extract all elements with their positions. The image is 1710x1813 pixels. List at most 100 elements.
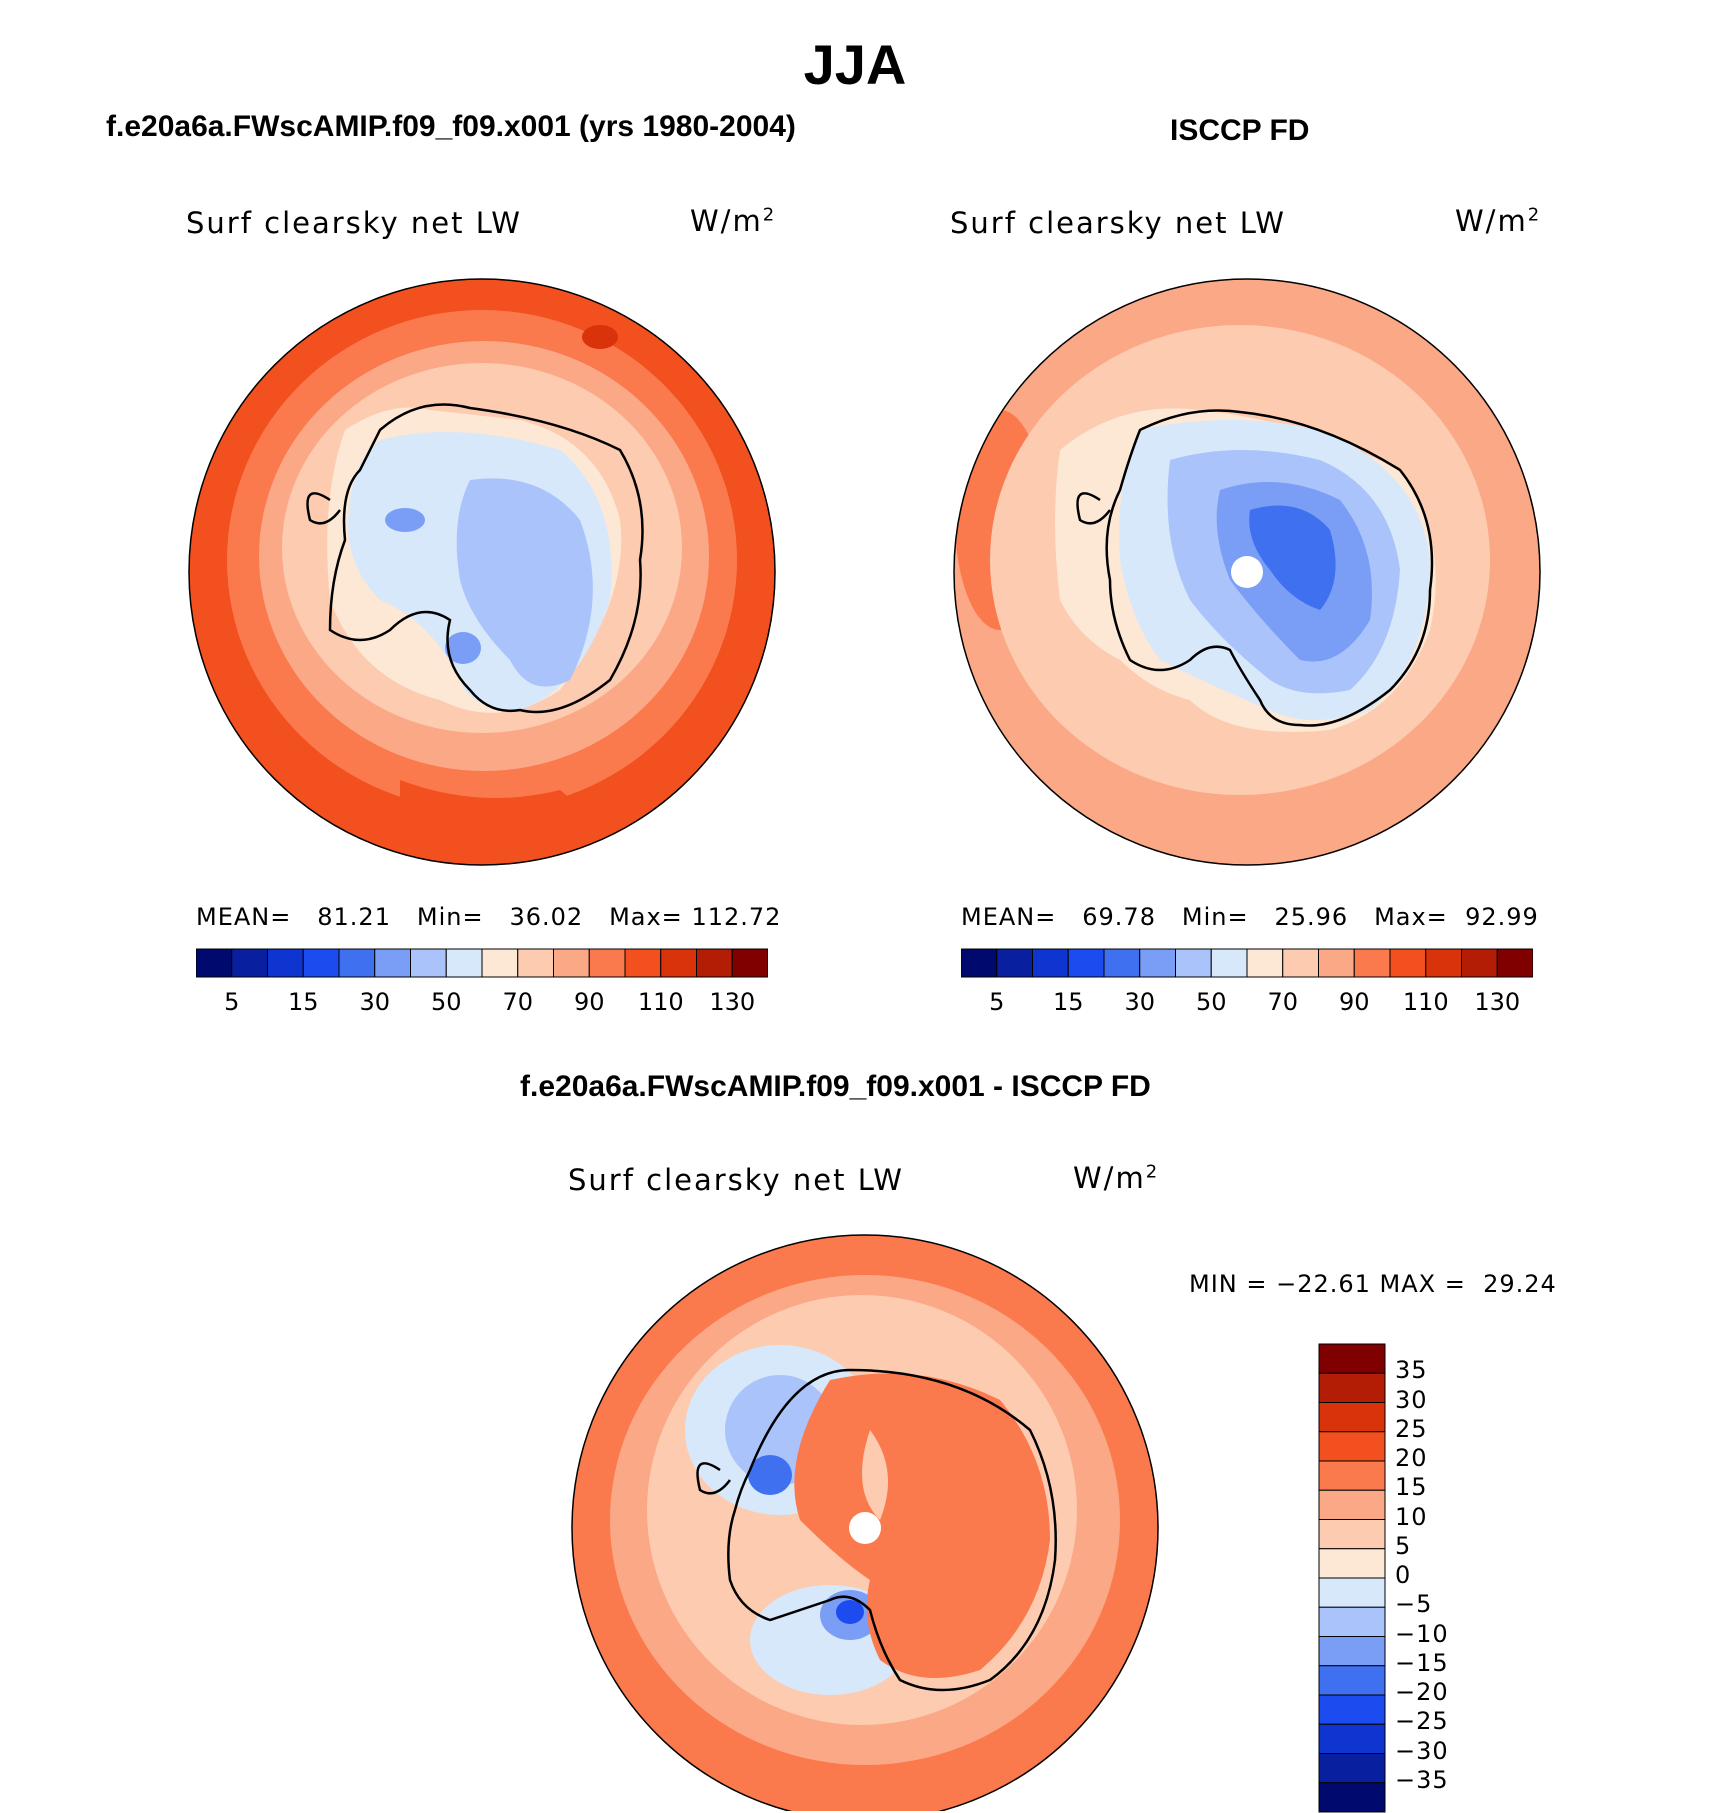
panel-2-variable: Surf clearsky net LW — [950, 206, 1286, 240]
panel-2-max-label: Max= — [1374, 903, 1448, 931]
panel-1-peninsula — [306, 492, 341, 525]
panel-2-min-value: 25.96 — [1274, 903, 1349, 931]
panel-1-band-50 — [456, 478, 593, 687]
panel-1-colorbar-box — [445, 948, 483, 978]
panel-3-colorbar-box — [1318, 1460, 1386, 1491]
panel-3-neg-spot-3 — [836, 1600, 864, 1624]
panel-3-colorbar-tick-label: −5 — [1395, 1590, 1433, 1619]
panel-2-stats: MEAN= 69.78 Min= 25.96 Max= 92.99 — [961, 903, 1539, 931]
panel-1-max-value: 112.72 — [691, 903, 782, 931]
panel-1-colorbar-box — [588, 948, 626, 978]
panel-3-border — [571, 1234, 1159, 1811]
panel-3-stats: MIN = −22.61 MAX = 29.24 — [1189, 1270, 1557, 1298]
panel-2-heading: ISCCP FD — [1170, 114, 1310, 147]
panel-1-units-text: W/m — [690, 204, 763, 238]
panel-2-colorbar-box — [1175, 948, 1212, 978]
panel-2-colorbar-box — [1067, 948, 1105, 978]
panel-2-colorbar-box — [1496, 948, 1533, 978]
panel-1-map — [189, 279, 775, 865]
panel-3-colorbar-box — [1318, 1343, 1386, 1374]
panel-1-colorbar-box — [517, 948, 554, 978]
panel-2-colorbar-box — [1282, 948, 1319, 978]
panel-1-colorbar-box — [481, 948, 519, 978]
panel-3-colorbar-ticks: 35 30 25 20 15 10 5 0 −5 −10 −15 −20 −25 −30 −35 — [1395, 1343, 1485, 1813]
panel-3-colorbar-box — [1318, 1694, 1386, 1725]
panel-1-colorbar-box — [696, 948, 733, 978]
panel-3-colorbar-box — [1318, 1489, 1386, 1520]
panel-3-colorbar-tick-label: −35 — [1395, 1765, 1449, 1794]
panel-2-colorbar-box — [1425, 948, 1462, 978]
panel-1-colorbar — [196, 948, 768, 978]
panel-3-colorbar-box — [1318, 1402, 1386, 1433]
panel-2-colorbar-tick-label: 30 — [1124, 988, 1156, 1016]
panel-1-coastline — [328, 403, 644, 714]
panel-3-colorbar-tick-label: 15 — [1395, 1473, 1428, 1502]
panel-2-colorbar-box — [1103, 948, 1141, 978]
panel-2-colorbar-box — [1139, 948, 1176, 978]
panel-3-units-text: W/m — [1073, 1161, 1146, 1195]
panel-2-colorbar-box — [1246, 948, 1284, 978]
panel-2-mean-label: MEAN= — [961, 903, 1057, 931]
panel-1-stats: MEAN= 81.21 Min= 36.02 Max= 112.72 — [196, 903, 781, 931]
panel-1-colorbar-box — [731, 948, 768, 978]
panel-3-colorbar-tick-label: −20 — [1395, 1678, 1449, 1706]
panel-3-coastline — [727, 1368, 1057, 1692]
panel-2-colorbar-box — [996, 948, 1033, 978]
panel-1-high-spot — [582, 325, 618, 349]
panel-3-colorbar-tick-label: 10 — [1395, 1502, 1428, 1531]
panel-1-colorbar-tick-label: 90 — [573, 988, 605, 1016]
panel-1-colorbar-tick-label: 130 — [709, 988, 756, 1016]
panel-1-colorbar-tick-label: 110 — [637, 988, 684, 1016]
panel-3-colorbar-tick-label: 30 — [1395, 1385, 1428, 1414]
panel-1-low-spot-2 — [445, 632, 481, 664]
panel-3-colorbar-tick-label: −15 — [1395, 1648, 1449, 1677]
panel-2-units: W/m2 — [1455, 204, 1541, 238]
panel-2-colorbar-tick-label: 130 — [1474, 988, 1521, 1016]
panel-3-colorbar-box — [1318, 1519, 1386, 1550]
panel-1-colorbar-box — [338, 948, 376, 978]
panel-3-colorbar-tick-label: 25 — [1395, 1414, 1428, 1443]
panel-3-colorbar-box — [1318, 1753, 1386, 1784]
panel-2-colorbar-box — [1353, 948, 1391, 978]
panel-3-units: W/m2 — [1073, 1161, 1159, 1195]
panel-1-mean-label: MEAN= — [196, 903, 292, 931]
panel-2-colorbar-tick-label: 90 — [1338, 988, 1370, 1016]
panel-1-border — [188, 278, 776, 866]
panel-2-units-exp: 2 — [1527, 204, 1542, 226]
panel-3-map — [572, 1235, 1158, 1811]
panel-2-colorbar — [961, 948, 1533, 978]
panel-3-colorbar-box — [1318, 1577, 1386, 1608]
panel-3-colorbar — [1318, 1343, 1386, 1813]
panel-2-colorbar-box — [961, 948, 998, 978]
panel-2-colorbar-tick-label: 5 — [989, 988, 1005, 1016]
panel-3-heading: f.e20a6a.FWscAMIP.f09_f09.x001 - ISCCP F… — [520, 1070, 1151, 1103]
panel-2-colorbar-box — [1461, 948, 1498, 978]
panel-2-peninsula — [1076, 492, 1111, 525]
panel-3-colorbar-tick-label: 5 — [1395, 1531, 1412, 1560]
panel-2-colorbar-tick-label: 15 — [1052, 988, 1084, 1016]
panel-1-colorbar-box — [267, 948, 304, 978]
panel-3-colorbar-box — [1318, 1636, 1386, 1667]
panel-1-colorbar-box — [302, 948, 340, 978]
panel-2-max-value: 92.99 — [1465, 903, 1539, 931]
panel-2-colorbar-box — [1318, 948, 1355, 978]
panel-3-variable: Surf clearsky net LW — [568, 1163, 904, 1197]
panel-3-colorbar-tick-label: 35 — [1395, 1356, 1428, 1385]
panel-2-coastline — [1105, 409, 1434, 727]
panel-2-band-30 — [1249, 505, 1336, 610]
panel-3-neg-spot-1 — [748, 1455, 792, 1495]
panel-1-colorbar-tick-label: 15 — [287, 988, 319, 1016]
panel-1-colorbar-box — [231, 948, 268, 978]
panel-1-heading: f.e20a6a.FWscAMIP.f09_f09.x001 (yrs 1980… — [106, 110, 796, 143]
panel-3-colorbar-tick-label: −10 — [1395, 1619, 1449, 1648]
panel-3-colorbar-box — [1318, 1372, 1386, 1403]
panel-3-colorbar-box — [1318, 1548, 1386, 1579]
panel-1-max-label: Max= — [609, 903, 683, 931]
panel-2-mean-value: 69.78 — [1082, 903, 1156, 931]
panel-1-colorbar-tick-label: 50 — [430, 988, 462, 1016]
panel-1-colorbar-tick-label: 5 — [224, 988, 240, 1016]
panel-1-colorbar-box — [196, 948, 233, 978]
panel-1-south-band — [400, 780, 587, 860]
panel-3-pos-region — [794, 1373, 1050, 1678]
